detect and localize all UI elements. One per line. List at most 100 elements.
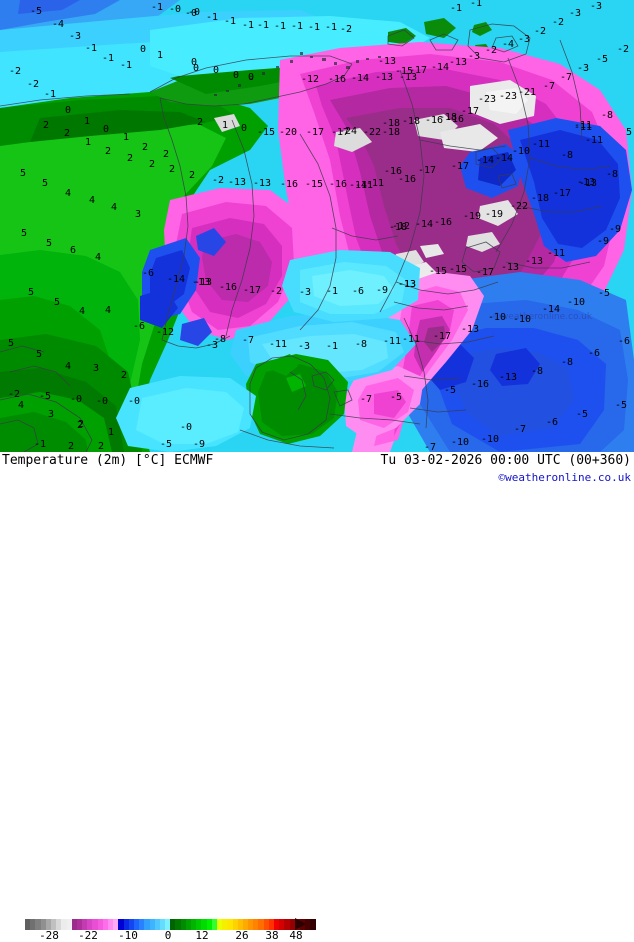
temp-label: -17	[408, 65, 428, 76]
temp-label: -17	[330, 127, 350, 138]
temp-label: 1	[221, 120, 229, 131]
temp-label: -14	[475, 155, 495, 166]
temp-label: -1	[469, 0, 483, 9]
temp-label: -14	[430, 62, 450, 73]
temp-label: -10	[450, 437, 470, 448]
temp-label: 0	[247, 72, 255, 83]
temp-label: -1	[119, 60, 133, 71]
temp-label: -0	[95, 396, 109, 407]
temp-label: -10	[566, 297, 586, 308]
temp-label: 0	[240, 123, 248, 134]
temp-label: 4	[104, 305, 112, 316]
temp-label: -2	[551, 17, 565, 28]
temp-label: -16	[328, 179, 348, 190]
temp-label: -20	[278, 127, 298, 138]
temp-label: -2	[211, 175, 225, 186]
temp-label: -3	[298, 287, 312, 298]
temp-label: -17	[450, 161, 470, 172]
temp-label: 3	[47, 409, 55, 420]
color-scale-ticks: -28 -22 -10 0 12 26 38 48	[0, 929, 320, 942]
temp-label: -3	[517, 34, 531, 45]
temp-label: -17	[417, 165, 437, 176]
temp-label: 5	[45, 238, 53, 249]
temp-label: -0	[127, 396, 141, 407]
temp-label: -18	[438, 112, 458, 123]
temp-label: -13	[193, 277, 213, 288]
temp-label: -5	[29, 6, 43, 17]
temp-label: -21	[517, 87, 537, 98]
temp-label: -3	[68, 31, 82, 42]
temp-label: -11	[401, 334, 421, 345]
temp-label: -1	[241, 20, 255, 31]
temp-label: -15	[304, 179, 324, 190]
temp-label: -10	[480, 434, 500, 445]
temp-label: -8	[560, 357, 574, 368]
temp-label: 4	[110, 202, 118, 213]
temp-label: -17	[242, 285, 262, 296]
valid-time-label: Tu 03-02-2026 00:00 UTC (00+360)	[380, 453, 631, 468]
color-scale-tick: -28	[39, 929, 59, 942]
temp-label: 1	[107, 427, 115, 438]
temp-label: -7	[241, 335, 255, 346]
color-scale-tick: -10	[118, 929, 138, 942]
temp-label: -0	[168, 4, 182, 15]
color-scale-tick: 26	[235, 929, 249, 942]
temp-label: 0	[139, 44, 147, 55]
temp-label: 5	[41, 178, 49, 189]
temp-label: -8	[530, 366, 544, 377]
temp-label: -13	[448, 57, 468, 68]
temp-label: -2	[8, 66, 22, 77]
temp-label: -13	[227, 177, 247, 188]
temp-label: -0	[184, 8, 198, 19]
temp-label: 4	[94, 252, 102, 263]
temp-label: -14	[541, 304, 561, 315]
temp-label: 5	[7, 338, 15, 349]
temp-label: -8	[605, 169, 619, 180]
temp-label: -11	[531, 139, 551, 150]
temp-label: -14	[414, 219, 434, 230]
temp-label: -9	[596, 236, 610, 247]
temp-label: -13	[500, 262, 520, 273]
temp-label: 2	[168, 164, 176, 175]
temp-label: -7	[423, 442, 437, 453]
temp-label: -2	[339, 24, 353, 35]
temp-label: -1	[449, 3, 463, 14]
temp-label: -3	[576, 63, 590, 74]
temp-label: -16	[445, 114, 465, 125]
temp-label: -13	[397, 279, 417, 290]
map-watermark: ©weatheronline.co.uk	[492, 312, 593, 322]
temp-label: -2	[7, 389, 21, 400]
temp-label: -16	[383, 166, 403, 177]
temp-label: 6	[69, 245, 77, 256]
temp-label: 2	[162, 149, 170, 160]
temp-label: -13	[191, 277, 211, 288]
temp-label: 2	[120, 370, 128, 381]
temp-label: -5	[597, 288, 611, 299]
color-scale-tick: 38	[265, 929, 279, 942]
temp-label: -18	[388, 222, 408, 233]
color-scale-tick: 0	[164, 929, 172, 942]
copyright-link[interactable]: ©weatheronline.co.uk	[498, 471, 631, 484]
temp-label: -14	[350, 73, 370, 84]
temp-label: 0	[190, 57, 198, 68]
temp-label: -15	[428, 266, 448, 277]
temp-label: -10	[511, 146, 531, 157]
temp-label: -11	[546, 248, 566, 259]
temp-label: -17	[305, 127, 325, 138]
temp-label: -4	[501, 39, 515, 50]
temp-label: -11	[573, 122, 593, 133]
temp-label: -17	[552, 188, 572, 199]
temp-label: -1	[324, 22, 338, 33]
temp-label: -7	[359, 394, 373, 405]
temp-label: -8	[600, 110, 614, 121]
temp-label: 2	[141, 142, 149, 153]
temp-label: -18	[530, 193, 550, 204]
temp-label: -11	[573, 120, 593, 131]
temperature-map[interactable]: -5 -4 -3 -1 -1 -1 -2 -2 -1 0 1 0 1 2 2 0 1 0 -1 -0 -0 -0 -1 -1-…	[0, 0, 634, 452]
temp-label: -17	[460, 106, 480, 117]
temp-label: -1	[33, 439, 47, 450]
temp-label: 5	[27, 287, 35, 298]
temp-label: -7	[513, 424, 527, 435]
temp-label: -12	[155, 327, 175, 338]
